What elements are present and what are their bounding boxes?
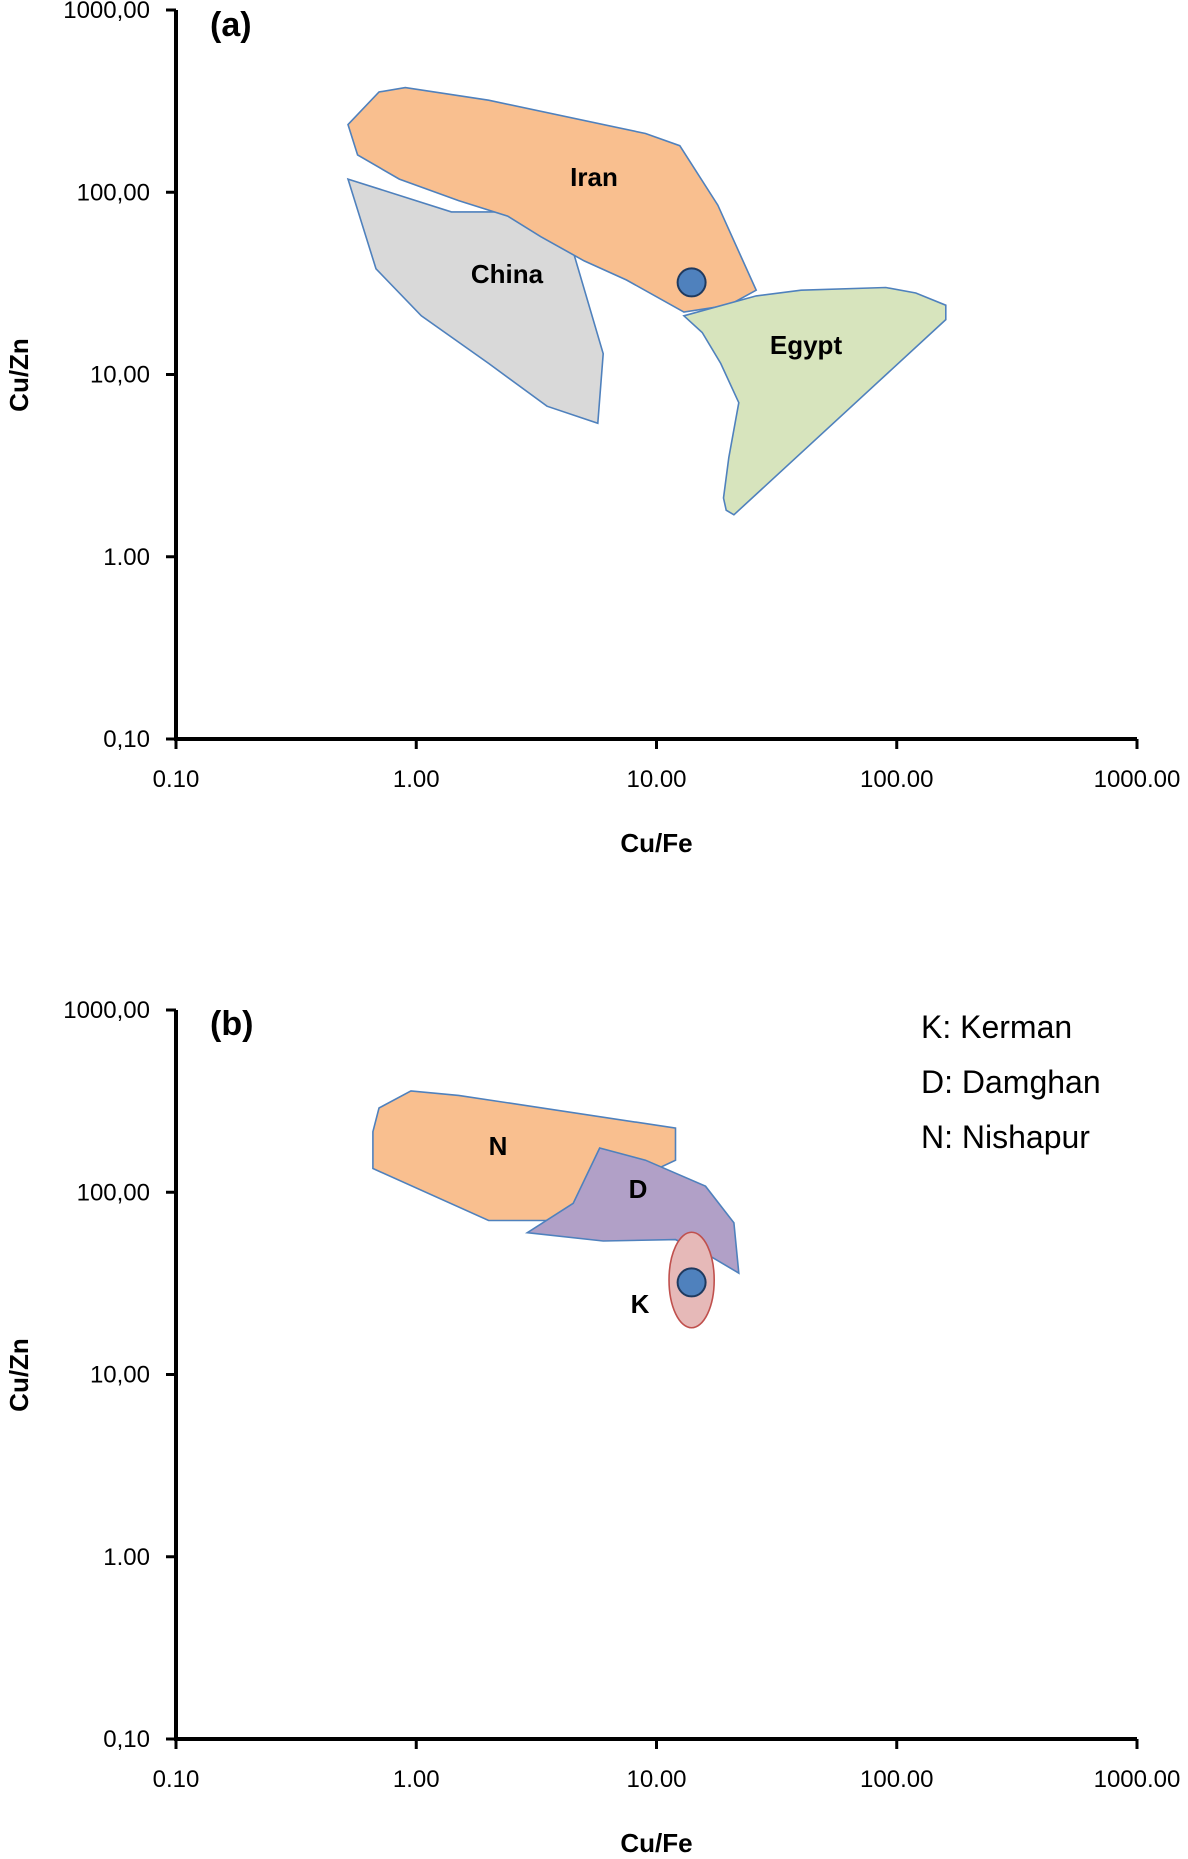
panel-label: (a) bbox=[210, 6, 252, 44]
x-tick-label: 10.00 bbox=[626, 1766, 686, 1793]
y-tick-label: 1000,00 bbox=[63, 0, 150, 24]
x-tick-label: 0.10 bbox=[153, 1766, 200, 1793]
y-tick-label: 0,10 bbox=[103, 726, 150, 753]
chart-panel-0: 0,10 1.00 10,00 100,00 1000,00 0.10 1.00 10.00 1… bbox=[4, 0, 1180, 858]
y-tick-label: 10,00 bbox=[90, 362, 150, 389]
y-tick-label: 10,00 bbox=[90, 1362, 150, 1389]
x-tick-label: 100.00 bbox=[860, 766, 933, 793]
region-iran bbox=[347, 86, 758, 313]
x-axis-title: Cu/Fe bbox=[620, 1828, 692, 1858]
data-point bbox=[676, 1267, 707, 1298]
y-axis-title: Cu/Zn bbox=[4, 338, 34, 412]
data-point bbox=[676, 267, 707, 298]
legend: K: Kerman D: Damghan N: Nishapur bbox=[921, 1009, 1101, 1155]
y-tick-label: 1.00 bbox=[103, 1544, 150, 1571]
region-egypt bbox=[682, 286, 947, 516]
x-tick-label: 1.00 bbox=[393, 1766, 440, 1793]
x-tick-label: 100.00 bbox=[860, 1766, 933, 1793]
x-axis-title: Cu/Fe bbox=[620, 828, 692, 858]
chart-panel-1: 0,10 1.00 10,00 100,00 1000,00 0.10 1.00 10.00 1… bbox=[4, 997, 1180, 1858]
legend-item: K: Kerman bbox=[921, 1009, 1072, 1045]
y-tick-label: 1.00 bbox=[103, 544, 150, 571]
y-tick-label: 0,10 bbox=[103, 1726, 150, 1753]
region-label-iran: Iran bbox=[570, 162, 618, 192]
legend-item: D: Damghan bbox=[921, 1064, 1101, 1100]
region-label-china: China bbox=[471, 259, 544, 289]
x-tick-label: 1000.00 bbox=[1094, 766, 1181, 793]
y-axis-title: Cu/Zn bbox=[4, 1338, 34, 1412]
region-label-egypt: Egypt bbox=[770, 330, 843, 360]
y-tick-label: 100,00 bbox=[77, 179, 150, 206]
y-tick-label: 100,00 bbox=[77, 1179, 150, 1206]
x-tick-label: 1000.00 bbox=[1094, 1766, 1181, 1793]
x-tick-label: 0.10 bbox=[153, 766, 200, 793]
x-tick-label: 1.00 bbox=[393, 766, 440, 793]
panel-label: (b) bbox=[210, 1005, 253, 1043]
x-tick-label: 10.00 bbox=[626, 766, 686, 793]
region-label-kerman: K bbox=[631, 1289, 650, 1319]
region-label-damghan: D bbox=[629, 1174, 648, 1204]
region-label-nishapur: N bbox=[489, 1131, 508, 1161]
y-tick-label: 1000,00 bbox=[63, 997, 150, 1024]
legend-item: N: Nishapur bbox=[921, 1119, 1090, 1155]
